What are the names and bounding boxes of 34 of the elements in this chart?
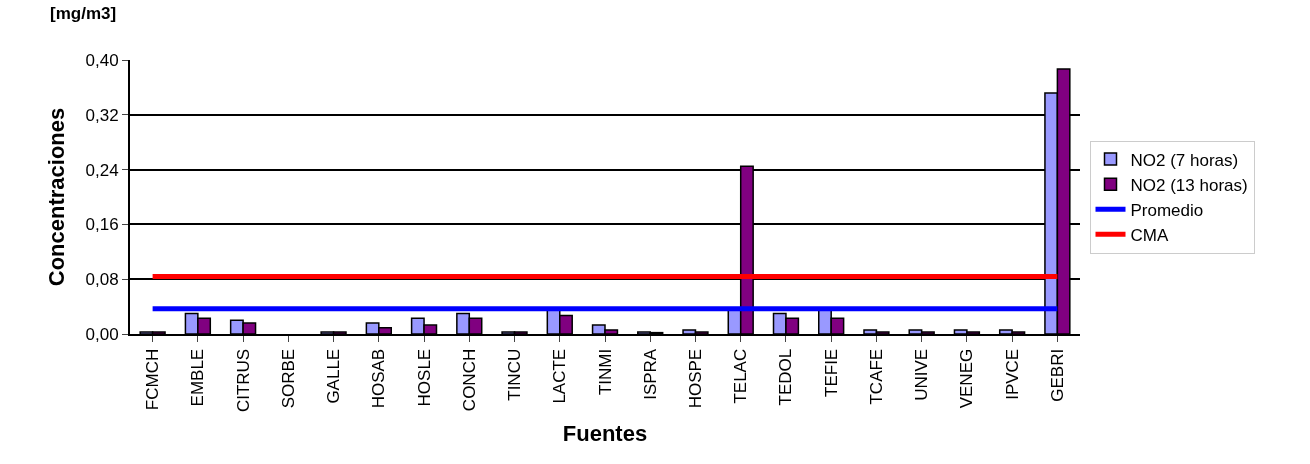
- legend-label: CMA: [1130, 225, 1169, 245]
- legend-label: Promedio: [1130, 200, 1204, 220]
- x-tick-label: TCAFE: [866, 348, 886, 405]
- x-tick-label: HOSAB: [369, 348, 389, 409]
- x-tick-label: TINMI: [595, 348, 615, 396]
- x-tick-label: ISPRA: [640, 348, 660, 400]
- x-tick-label: LACTE: [550, 348, 570, 404]
- x-tick-label: GEBRI: [1047, 348, 1067, 402]
- x-axis-title: Fuentes: [562, 421, 648, 447]
- y-tick-label: 0,16: [85, 215, 119, 235]
- y-tick-label: 0,08: [85, 270, 119, 290]
- y-tick-label: 0,32: [85, 105, 119, 125]
- y-tick-label: 0,24: [85, 160, 119, 180]
- x-tick-label: HOSPE: [686, 348, 706, 409]
- x-tick-label: EMBLE: [188, 348, 208, 407]
- x-tick-label: TELAC: [731, 348, 751, 404]
- x-tick-label: IPVCE: [1002, 348, 1022, 400]
- x-tick-label: VENEG: [957, 348, 977, 409]
- x-tick-label: HOSLE: [414, 348, 434, 407]
- y-tick-label: 0,00: [85, 324, 119, 344]
- x-tick-label: SORBE: [278, 348, 298, 409]
- x-tick-label: TEFIE: [821, 348, 841, 397]
- legend-label: NO2 (7 horas): [1130, 150, 1239, 170]
- legend-label: NO2 (13 horas): [1130, 175, 1248, 195]
- y-tick-label: 0,40: [85, 50, 119, 70]
- x-tick-label: CITRUS: [233, 348, 253, 413]
- x-tick-label: TINCU: [505, 348, 525, 401]
- x-tick-label: GALLE: [324, 348, 344, 404]
- text: [mg/m3]: [50, 4, 117, 23]
- x-tick-label: UNIVE: [912, 348, 932, 401]
- x-tick-label: FCMCH: [143, 348, 163, 411]
- y-axis-title: Concentraciones: [43, 107, 69, 287]
- x-tick-label: TEDOL: [776, 348, 796, 406]
- x-tick-label: CONCH: [459, 348, 479, 412]
